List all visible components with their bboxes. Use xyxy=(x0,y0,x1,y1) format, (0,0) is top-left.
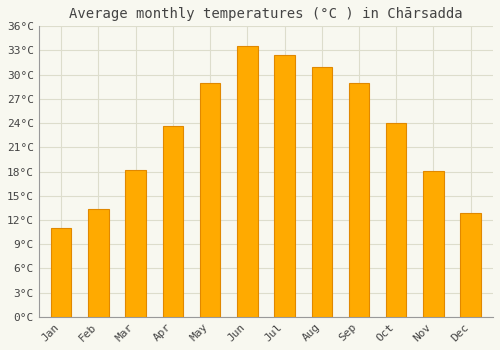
Bar xyxy=(460,213,481,317)
Bar xyxy=(386,123,406,317)
Bar xyxy=(126,170,146,317)
Bar xyxy=(423,171,444,317)
Title: Average monthly temperatures (°C ) in Chārsadda: Average monthly temperatures (°C ) in Ch… xyxy=(69,7,462,21)
Bar xyxy=(274,55,295,317)
Bar xyxy=(349,83,370,317)
Bar xyxy=(162,126,183,317)
Bar xyxy=(237,47,258,317)
Bar xyxy=(88,209,108,317)
Bar xyxy=(200,83,220,317)
Bar xyxy=(312,66,332,317)
Bar xyxy=(51,228,72,317)
